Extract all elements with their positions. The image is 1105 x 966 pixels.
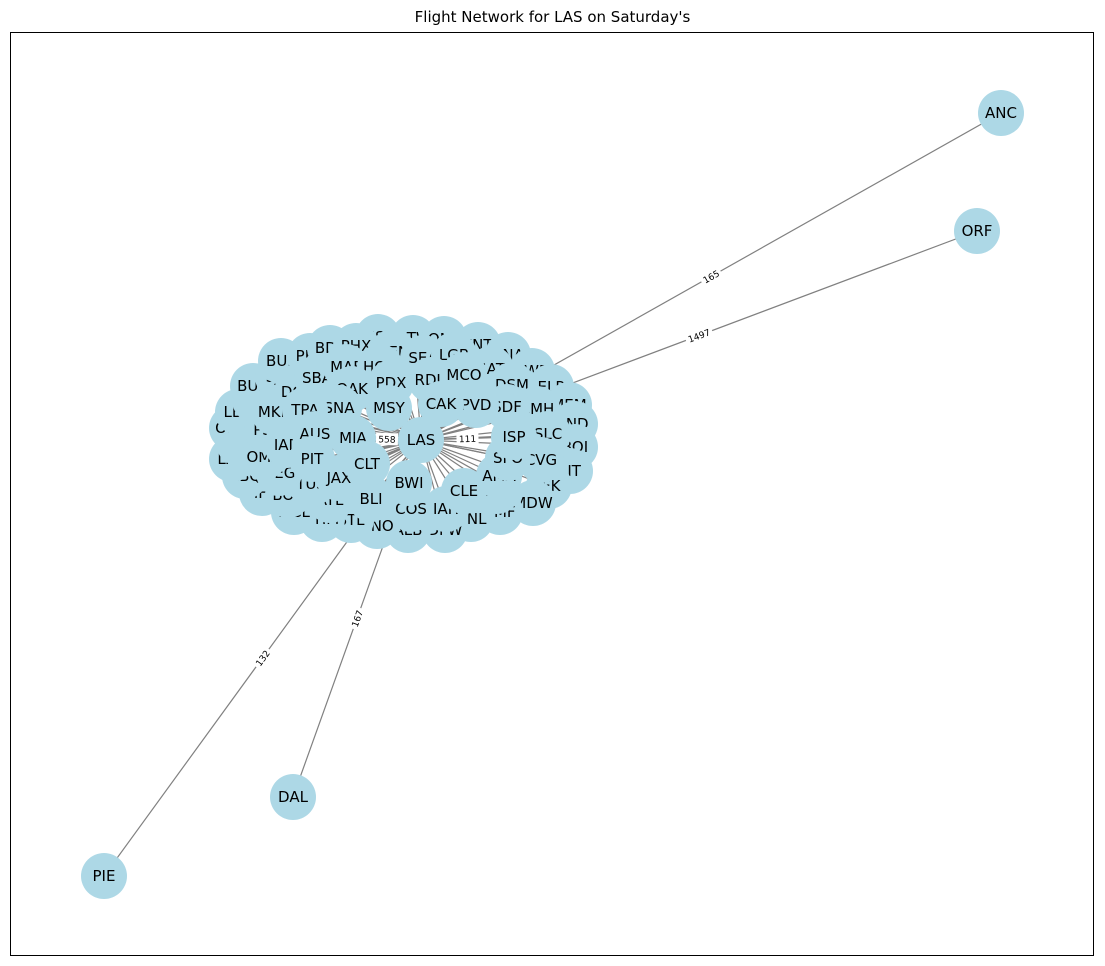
edge-label-pie: 132 (251, 645, 274, 671)
node-label: SDF (492, 398, 522, 416)
node-label: DAL (278, 788, 309, 806)
node-label: BWI (394, 474, 423, 492)
node-label: PVD (461, 396, 492, 414)
edge-label-isp: 111 (456, 432, 479, 446)
node-label: MCO (446, 366, 481, 384)
svg-text:111: 111 (459, 435, 477, 446)
edge-label-dal: 167 (347, 606, 367, 631)
node-pvd[interactable]: PVD (453, 382, 499, 428)
node-label: MDW (513, 494, 552, 512)
node-label: PIT (301, 450, 324, 468)
node-label: MSY (373, 399, 405, 417)
edge-label-mia: 558 (375, 432, 399, 446)
node-label: LAS (407, 431, 435, 449)
node-cak[interactable]: CAK (418, 381, 464, 427)
node-pie[interactable]: PIE (81, 853, 127, 899)
node-layer: ANCORFDALPIEMSPDTWONTFNTBNAEWRELPMEMINDB… (81, 90, 1024, 899)
edge-label-orf: 1497 (683, 324, 715, 347)
edge-label-anc: 165 (698, 265, 724, 288)
node-label: SNA (323, 399, 355, 417)
node-label: BLI (359, 490, 382, 508)
node-isp[interactable]: ISP (491, 414, 537, 460)
node-las[interactable]: LAS (398, 417, 444, 463)
node-bwi[interactable]: BWI (386, 460, 432, 506)
node-cle[interactable]: CLE (441, 468, 487, 514)
svg-text:558: 558 (378, 435, 396, 446)
node-anc[interactable]: ANC (978, 90, 1024, 136)
node-label: ANC (985, 104, 1017, 122)
node-label: ISP (503, 428, 526, 446)
svg-text:1497: 1497 (687, 328, 712, 345)
node-label: CLE (450, 482, 478, 500)
node-label: PIE (93, 867, 116, 885)
node-label: ORF (962, 222, 993, 240)
node-dal[interactable]: DAL (270, 774, 316, 820)
node-label: JAX (326, 469, 352, 487)
node-orf[interactable]: ORF (954, 208, 1000, 254)
plot-frame (10, 32, 1094, 956)
node-label: CAK (426, 395, 458, 413)
node-clt[interactable]: CLT (344, 441, 390, 487)
node-label: CLT (354, 455, 381, 473)
node-label: CVG (525, 451, 557, 469)
node-msy[interactable]: MSY (366, 385, 412, 431)
chart-title: Flight Network for LAS on Saturday's (414, 8, 691, 26)
